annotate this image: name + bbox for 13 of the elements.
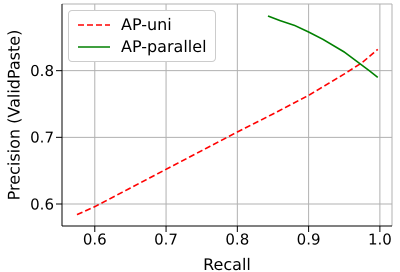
x-tick-label: 0.7 <box>154 230 178 249</box>
x-tick-label: 1.0 <box>368 230 392 249</box>
line-series <box>267 15 379 78</box>
x-tick-label: 0.8 <box>225 230 250 249</box>
x-tick-label: 0.6 <box>82 230 107 249</box>
x-tick-label: 0.9 <box>296 230 321 249</box>
y-axis-title: Precision (ValidPaste) <box>4 30 24 200</box>
y-tick-label: 0.6 <box>30 195 54 214</box>
legend-label: AP-parallel <box>121 36 207 58</box>
x-axis-title: Recall <box>203 255 251 272</box>
legend-label: AP-uni <box>121 14 172 36</box>
y-tick-label: 0.7 <box>30 128 54 147</box>
y-tick-label: 0.8 <box>30 62 54 80</box>
